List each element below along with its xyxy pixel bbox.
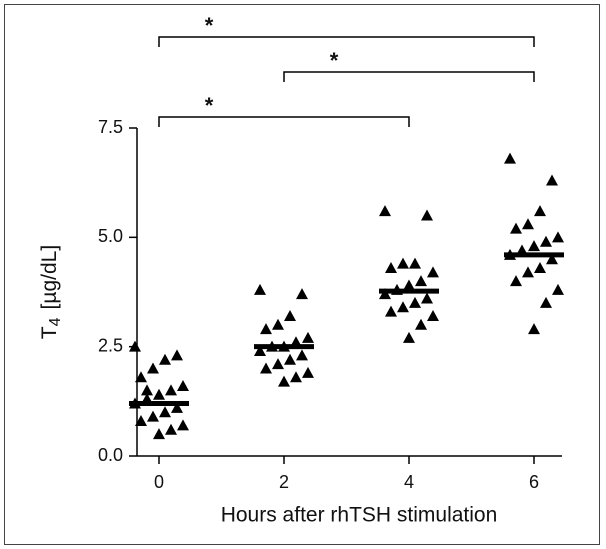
data-point xyxy=(159,353,171,365)
significance-bracket xyxy=(158,36,535,47)
y-tick-label: 2.5 xyxy=(98,335,123,355)
y-axis-label: T4 [µg/dL] xyxy=(38,245,65,339)
data-point xyxy=(528,240,540,252)
data-point xyxy=(135,371,147,383)
data-point xyxy=(260,323,272,335)
data-point xyxy=(296,349,308,361)
data-point xyxy=(510,275,522,287)
data-point xyxy=(165,423,177,435)
data-point xyxy=(385,305,397,317)
data-point xyxy=(534,261,546,273)
frame xyxy=(4,4,600,545)
data-point xyxy=(552,283,564,295)
data-point xyxy=(415,318,427,330)
data-point xyxy=(147,410,159,422)
x-tick-label: 2 xyxy=(279,472,289,492)
data-point xyxy=(522,266,534,278)
x-axis-label: Hours after rhTSH stimulation xyxy=(221,504,498,527)
data-point xyxy=(260,362,272,374)
data-point xyxy=(421,292,433,304)
data-point xyxy=(534,205,546,217)
significance-bracket xyxy=(283,71,535,82)
data-point xyxy=(510,222,522,234)
y-label-sub: 4 xyxy=(47,317,64,326)
data-point xyxy=(379,288,391,300)
data-point xyxy=(427,310,439,322)
data-point xyxy=(552,231,564,243)
data-point xyxy=(296,288,308,300)
significance-label: * xyxy=(330,48,339,73)
data-point xyxy=(141,384,153,396)
significance-bracket xyxy=(158,116,410,127)
data-point xyxy=(171,349,183,361)
data-point xyxy=(397,301,409,313)
data-point xyxy=(129,340,141,352)
x-tick-label: 6 xyxy=(529,472,539,492)
data-point xyxy=(272,358,284,370)
data-point xyxy=(135,415,147,427)
y-tick-label: 0.0 xyxy=(98,445,123,465)
data-point xyxy=(278,375,290,387)
data-point xyxy=(385,261,397,273)
data-point xyxy=(546,253,558,265)
data-point xyxy=(272,318,284,330)
data-point xyxy=(153,428,165,440)
data-point xyxy=(403,279,415,291)
data-point xyxy=(302,366,314,378)
data-point xyxy=(546,174,558,186)
y-label-main: T xyxy=(38,326,61,339)
data-point xyxy=(409,296,421,308)
data-point xyxy=(284,310,296,322)
data-point xyxy=(165,384,177,396)
data-point xyxy=(379,205,391,217)
x-tick-label: 4 xyxy=(404,472,414,492)
data-point xyxy=(415,275,427,287)
data-point xyxy=(540,296,552,308)
y-tick-label: 7.5 xyxy=(98,117,123,137)
data-point xyxy=(528,323,540,335)
data-point xyxy=(159,406,171,418)
data-point xyxy=(147,362,159,374)
data-point xyxy=(427,266,439,278)
data-point xyxy=(403,331,415,343)
significance-label: * xyxy=(205,93,214,118)
x-tick-label: 0 xyxy=(154,472,164,492)
data-point xyxy=(290,371,302,383)
data-point xyxy=(397,257,409,269)
data-point xyxy=(284,353,296,365)
data-point xyxy=(171,401,183,413)
y-tick-label: 5.0 xyxy=(98,226,123,246)
data-point xyxy=(522,218,534,230)
data-point xyxy=(302,331,314,343)
data-point xyxy=(177,380,189,392)
data-point xyxy=(504,152,516,164)
data-point xyxy=(177,419,189,431)
significance-label: * xyxy=(205,13,214,38)
data-point xyxy=(409,257,421,269)
data-point xyxy=(254,283,266,295)
data-point xyxy=(421,209,433,221)
data-point xyxy=(540,235,552,247)
y-label-unit: [µg/dL] xyxy=(38,245,61,310)
data-point xyxy=(254,345,266,357)
data-point xyxy=(153,388,165,400)
